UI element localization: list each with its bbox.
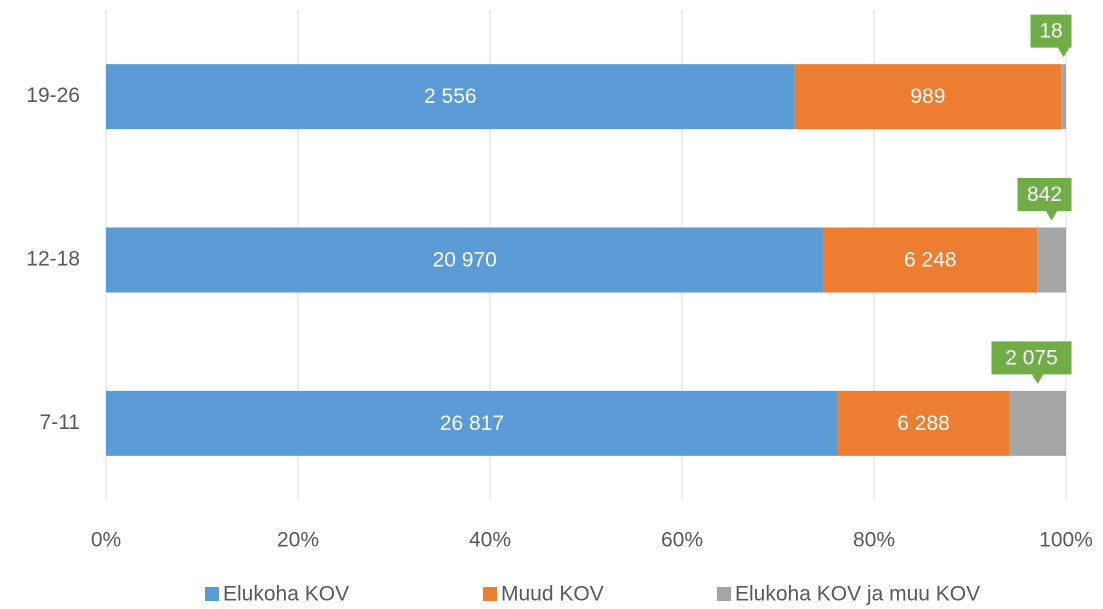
data-label: 20 970 bbox=[433, 249, 497, 272]
y-tick-label: 12-18 bbox=[26, 248, 80, 271]
legend-swatch bbox=[483, 587, 497, 601]
legend-swatch bbox=[205, 587, 219, 601]
bar bbox=[1009, 390, 1066, 456]
legend-swatch bbox=[717, 587, 731, 601]
data-label: 989 bbox=[910, 85, 945, 108]
bar bbox=[106, 64, 795, 130]
data-label: 2 075 bbox=[1005, 346, 1058, 369]
y-tick-label: 19-26 bbox=[26, 84, 80, 107]
data-label: 26 817 bbox=[440, 412, 504, 435]
bar bbox=[1037, 227, 1066, 293]
x-tick-label: 100% bbox=[1039, 529, 1093, 552]
callout bbox=[1016, 177, 1073, 223]
callout bbox=[990, 340, 1073, 386]
x-tick-label: 40% bbox=[469, 529, 511, 552]
bar bbox=[106, 227, 824, 293]
legend-label: Muud KOV bbox=[501, 583, 604, 606]
bar bbox=[106, 390, 838, 456]
y-tick-label: 7-11 bbox=[40, 411, 80, 434]
data-label: 6 288 bbox=[897, 412, 950, 435]
bar bbox=[837, 390, 1010, 456]
x-tick-label: 20% bbox=[277, 529, 319, 552]
data-label: 6 248 bbox=[904, 249, 957, 272]
bar bbox=[794, 64, 1062, 130]
x-tick-label: 80% bbox=[853, 529, 895, 552]
bar bbox=[823, 227, 1038, 293]
x-tick-label: 60% bbox=[661, 529, 703, 552]
legend-label: Elukoha KOV bbox=[223, 583, 349, 606]
data-label: 2 556 bbox=[424, 85, 477, 108]
x-tick-label: 0% bbox=[91, 529, 121, 552]
legend-label: Elukoha KOV ja muu KOV bbox=[735, 583, 980, 606]
callout bbox=[1029, 13, 1073, 60]
data-label: 18 bbox=[1039, 20, 1062, 43]
bar bbox=[1061, 64, 1066, 130]
data-label: 842 bbox=[1027, 183, 1062, 206]
